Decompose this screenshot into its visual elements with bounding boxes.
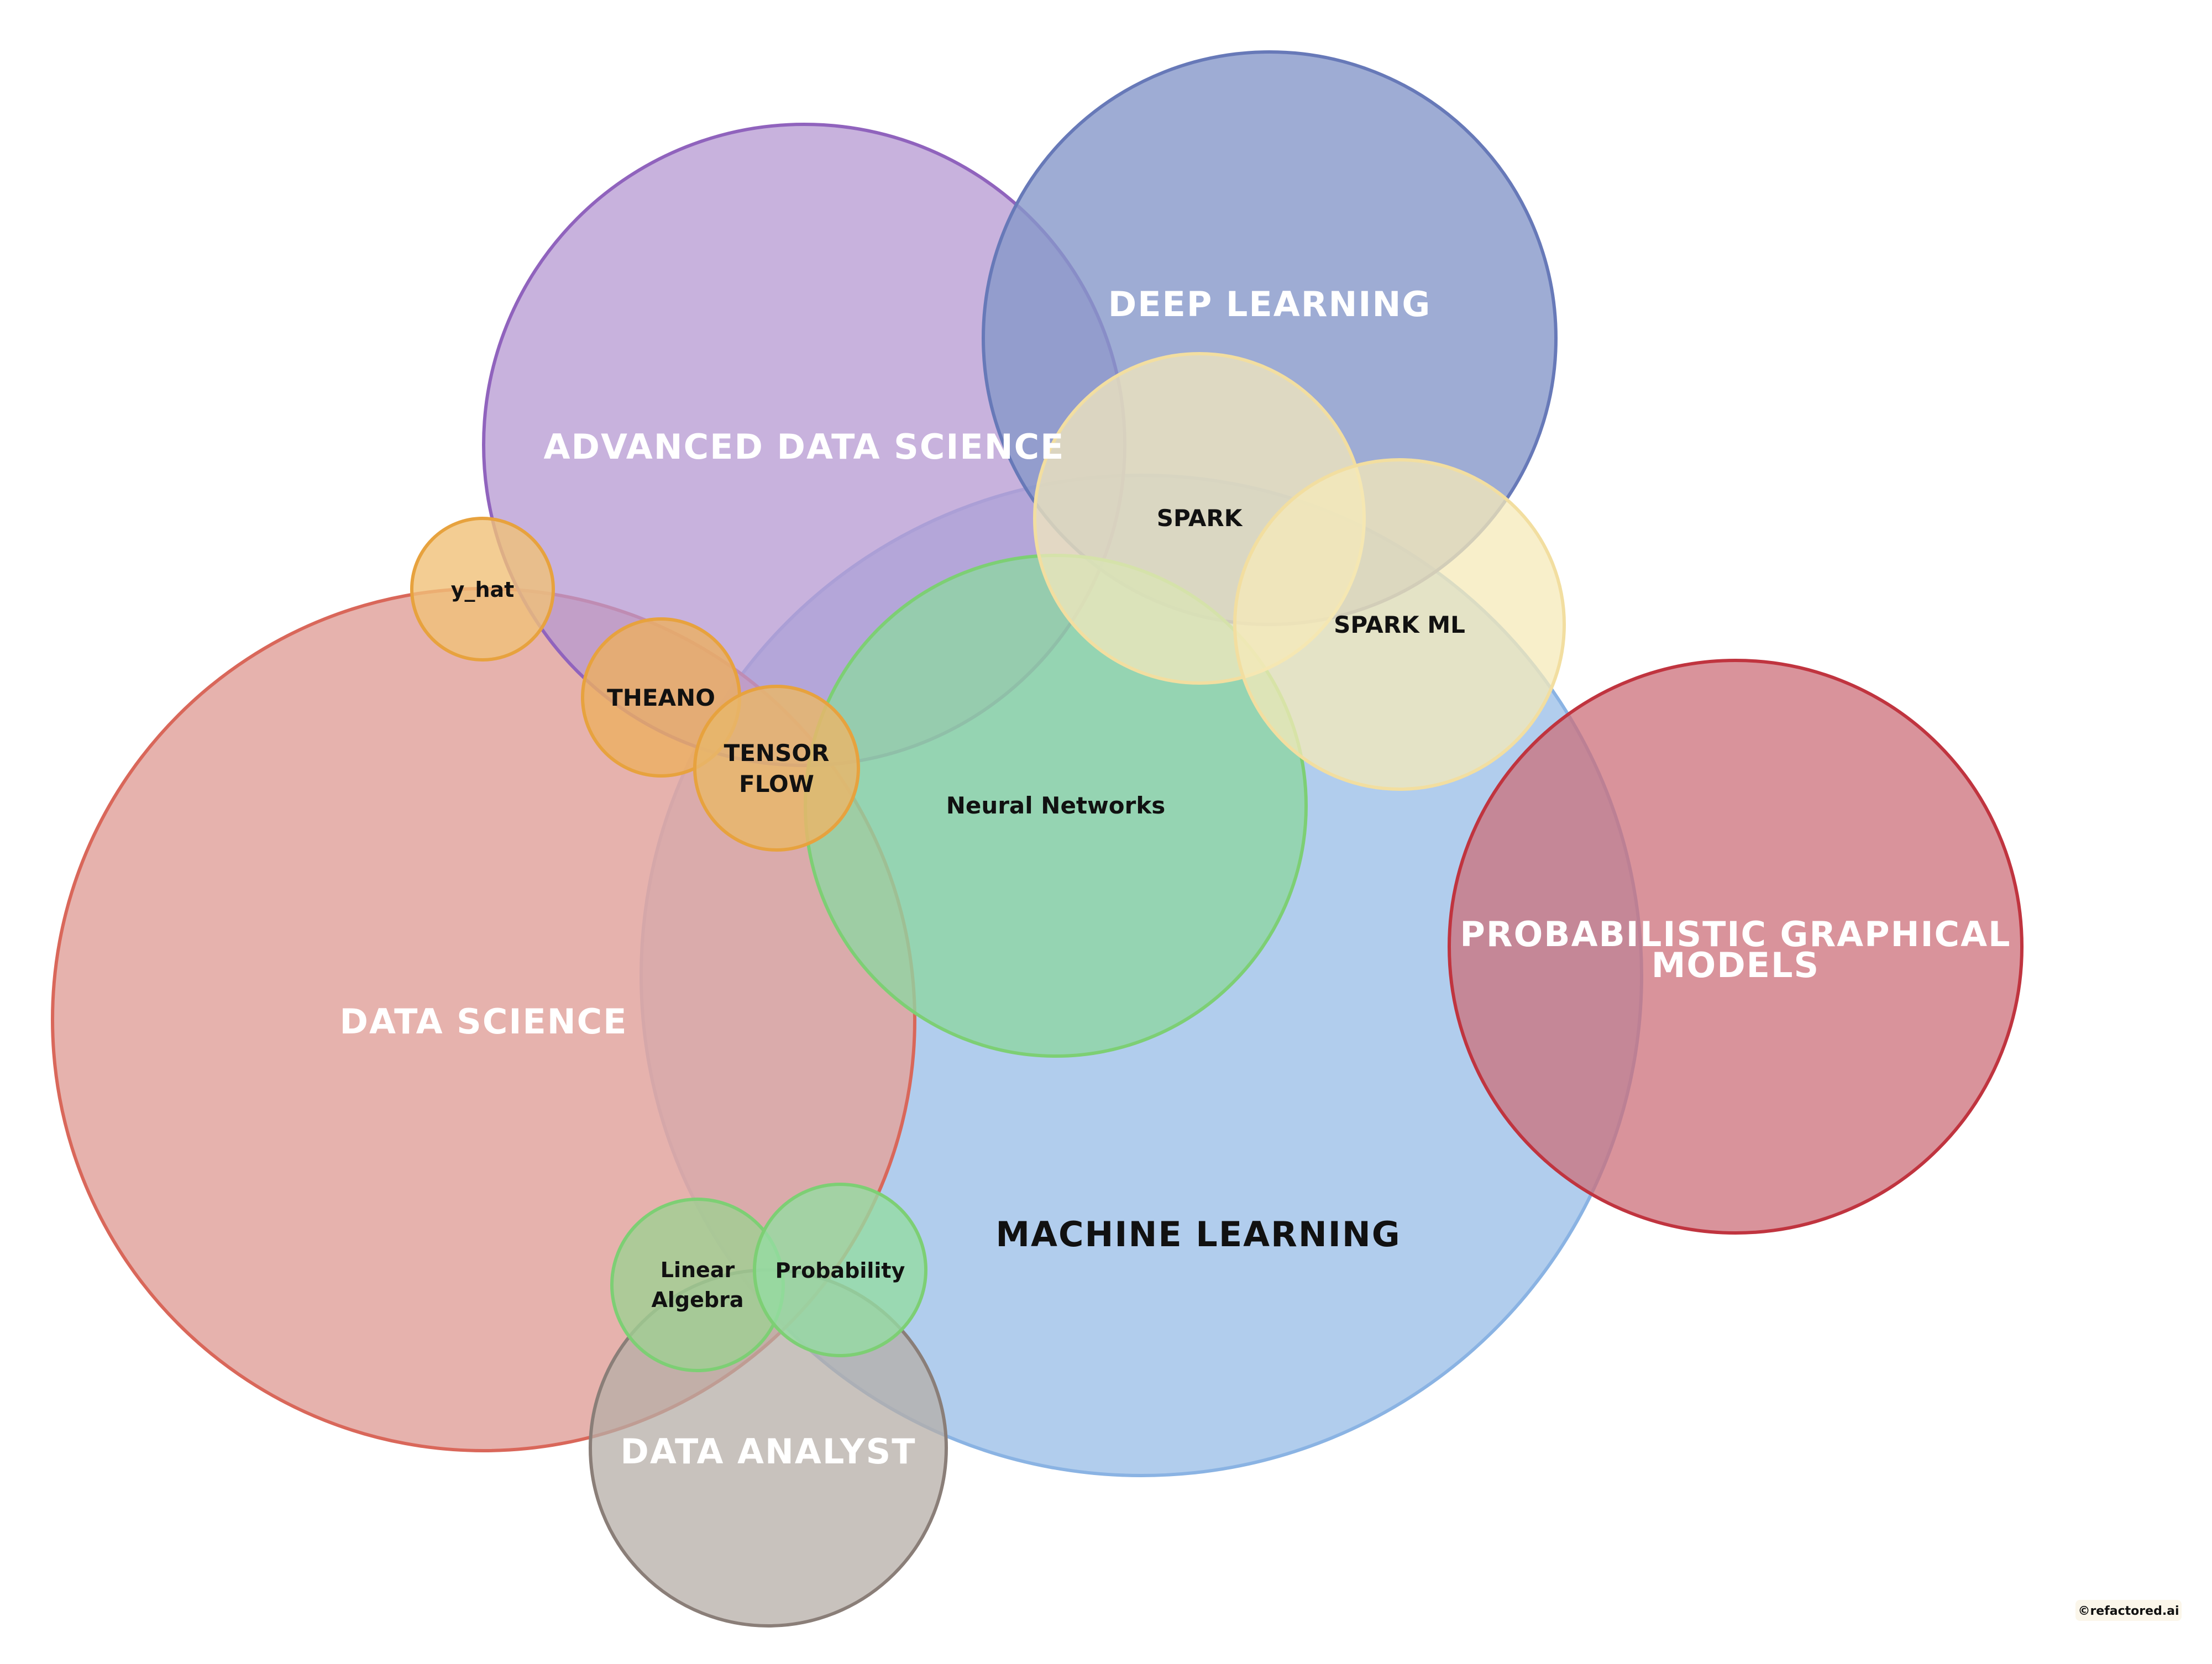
data-science-label: DATA SCIENCE bbox=[340, 1001, 628, 1042]
linear-algebra-label-line2: Algebra bbox=[652, 1288, 744, 1312]
machine-learning-label: MACHINE LEARNING bbox=[995, 1214, 1401, 1254]
probabilistic-graphical-models-label-line2: MODELS bbox=[1652, 945, 1820, 985]
advanced-data-science-label: ADVANCED DATA SCIENCE bbox=[544, 427, 1065, 467]
spark-ml-circle bbox=[1233, 458, 1566, 791]
credit-badge bbox=[2075, 1600, 2182, 1621]
linear-algebra-label-line1: Linear bbox=[661, 1258, 735, 1282]
probabilistic-graphical-models-label-line1: PROBABILISTIC GRAPHICAL bbox=[1460, 914, 2011, 954]
theano-label: THEANO bbox=[607, 684, 715, 711]
tensor-flow-label-line2: FLOW bbox=[739, 770, 814, 797]
tensor-flow-label-line1: TENSOR bbox=[724, 739, 830, 767]
y-hat-label: y_hat bbox=[451, 578, 515, 602]
probability-circle bbox=[753, 1183, 927, 1357]
spark-ml-label: SPARK ML bbox=[1334, 611, 1465, 638]
data-analyst-label: DATA ANALYST bbox=[620, 1431, 916, 1472]
tensor-flow-circle bbox=[693, 685, 860, 852]
neural-networks-label: Neural Networks bbox=[946, 792, 1166, 819]
probabilistic-graphical-models-circle bbox=[1448, 659, 2024, 1235]
probability-label: Probability bbox=[775, 1258, 905, 1283]
y-hat-circle bbox=[410, 517, 555, 662]
spark-label: SPARK bbox=[1157, 505, 1243, 532]
deep-learning-label: DEEP LEARNING bbox=[1108, 284, 1432, 324]
credit-text: ©refactored.ai bbox=[2078, 1604, 2179, 1618]
